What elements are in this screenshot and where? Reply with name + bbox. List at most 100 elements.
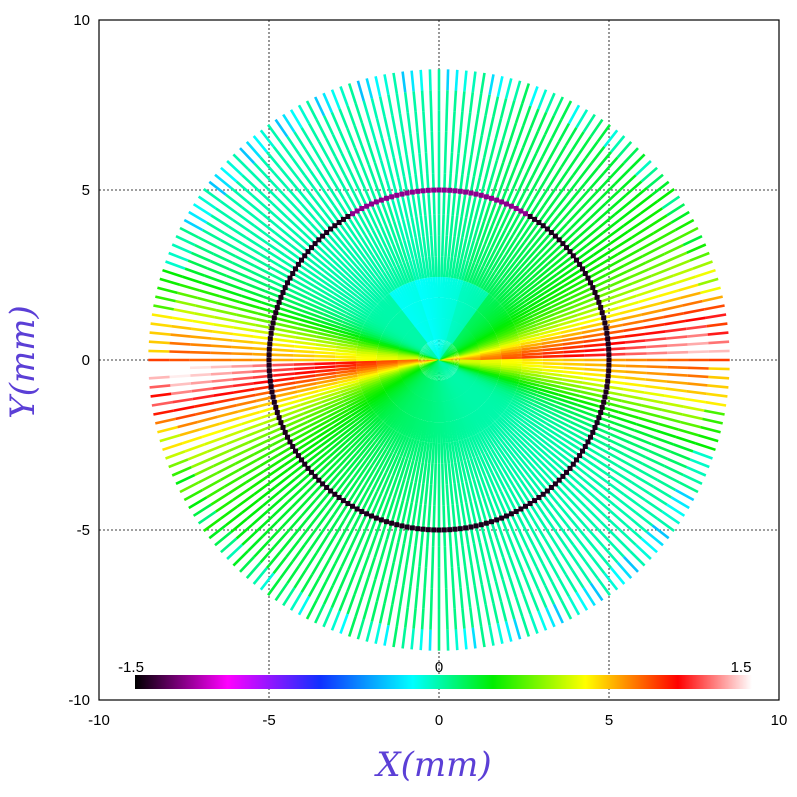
ray-segment <box>365 621 374 642</box>
ray-segment <box>295 378 317 384</box>
ray-segment <box>441 422 446 443</box>
ray-segment <box>449 420 456 442</box>
ray-segment <box>215 308 237 316</box>
ray-segment <box>487 450 501 470</box>
y-tick-label: 0 <box>82 352 90 369</box>
ray-segment <box>324 400 345 411</box>
ray-segment <box>291 491 308 508</box>
ray-segment <box>492 281 509 299</box>
ray-segment <box>420 399 429 421</box>
ray-segment <box>320 320 341 330</box>
ray-segment <box>463 310 479 328</box>
ray-segment <box>343 525 356 546</box>
ray-segment <box>153 304 175 311</box>
ray-segment <box>336 342 358 349</box>
ray-segment <box>464 217 472 239</box>
ray-segment <box>404 306 418 326</box>
ray-segment <box>396 198 405 220</box>
ray-segment <box>256 515 274 532</box>
ray-segment <box>583 343 605 348</box>
ray-segment <box>589 236 608 252</box>
ray-segment <box>310 451 328 467</box>
ray-segment <box>216 462 237 475</box>
ray-segment <box>303 261 323 276</box>
ray-segment <box>396 390 413 408</box>
ray-segment <box>325 305 346 317</box>
ray-segment <box>193 401 215 408</box>
ray-segment <box>347 430 365 447</box>
ray-segment <box>391 499 400 520</box>
ray-segment <box>500 290 518 307</box>
ray-segment <box>319 387 340 397</box>
ray-segment <box>347 550 358 571</box>
ray-segment <box>398 585 405 607</box>
ray-segment <box>458 305 472 325</box>
ray-segment <box>170 382 192 387</box>
ray-segment <box>322 115 335 136</box>
ray-segment <box>290 424 311 437</box>
ray-segment <box>300 499 317 517</box>
ray-segment <box>547 559 561 580</box>
ray-segment <box>384 327 404 341</box>
circle-marker <box>560 241 566 247</box>
ray-segment <box>545 92 556 113</box>
ray-segment <box>516 276 534 293</box>
ray-segment <box>347 616 357 637</box>
ray-segment <box>621 399 642 407</box>
ray-segment <box>197 471 218 484</box>
ray-segment <box>409 418 420 439</box>
circle-marker <box>599 404 605 410</box>
ray-segment <box>697 277 719 286</box>
ray-segment <box>497 377 519 387</box>
ray-segment <box>530 471 546 489</box>
ray-segment <box>420 299 429 321</box>
circle-marker <box>312 241 318 247</box>
x-axis-title: X(mm) <box>373 745 491 785</box>
ray-segment <box>230 517 248 534</box>
ray-segment <box>703 409 725 416</box>
ray-segment <box>187 259 208 270</box>
circle-marker <box>605 336 611 342</box>
ray-segment <box>386 540 394 562</box>
ray-segment <box>310 253 328 269</box>
ray-segment <box>201 281 223 291</box>
ray-segment <box>490 252 504 272</box>
circle-marker <box>603 325 609 331</box>
ray-segment <box>408 439 418 461</box>
ray-segment <box>578 565 592 585</box>
ray-segment <box>169 366 191 370</box>
ray-segment <box>619 529 637 546</box>
ray-segment <box>175 299 197 307</box>
ray-segment <box>406 460 415 482</box>
ray-segment <box>359 333 381 343</box>
ray-segment <box>378 341 400 350</box>
ray-segment <box>257 486 276 502</box>
ray-segment <box>618 498 637 514</box>
ray-segment <box>369 281 386 299</box>
ray-segment <box>468 92 475 113</box>
ray-segment <box>541 374 563 381</box>
ray-segment <box>348 482 363 501</box>
ray-segment <box>542 365 564 370</box>
ray-segment <box>424 442 430 464</box>
ray-segment <box>383 405 399 424</box>
ray-segment <box>551 296 572 309</box>
ray-segment <box>547 191 563 210</box>
ray-segment <box>533 309 554 320</box>
ray-segment <box>387 604 394 626</box>
ray-segment <box>448 442 454 464</box>
ray-segment <box>618 300 639 310</box>
ray-segment <box>262 213 280 229</box>
ray-segment <box>483 562 491 584</box>
ray-segment <box>472 323 492 338</box>
ray-segment <box>560 385 582 393</box>
ray-segment <box>399 310 415 328</box>
ray-segment <box>204 274 225 284</box>
ray-segment <box>362 383 383 395</box>
ray-segment <box>565 207 583 225</box>
ray-segment <box>428 69 432 91</box>
ray-segment <box>157 425 178 434</box>
ray-segment <box>554 170 569 190</box>
ray-segment <box>518 381 540 391</box>
ray-segment <box>419 215 425 237</box>
